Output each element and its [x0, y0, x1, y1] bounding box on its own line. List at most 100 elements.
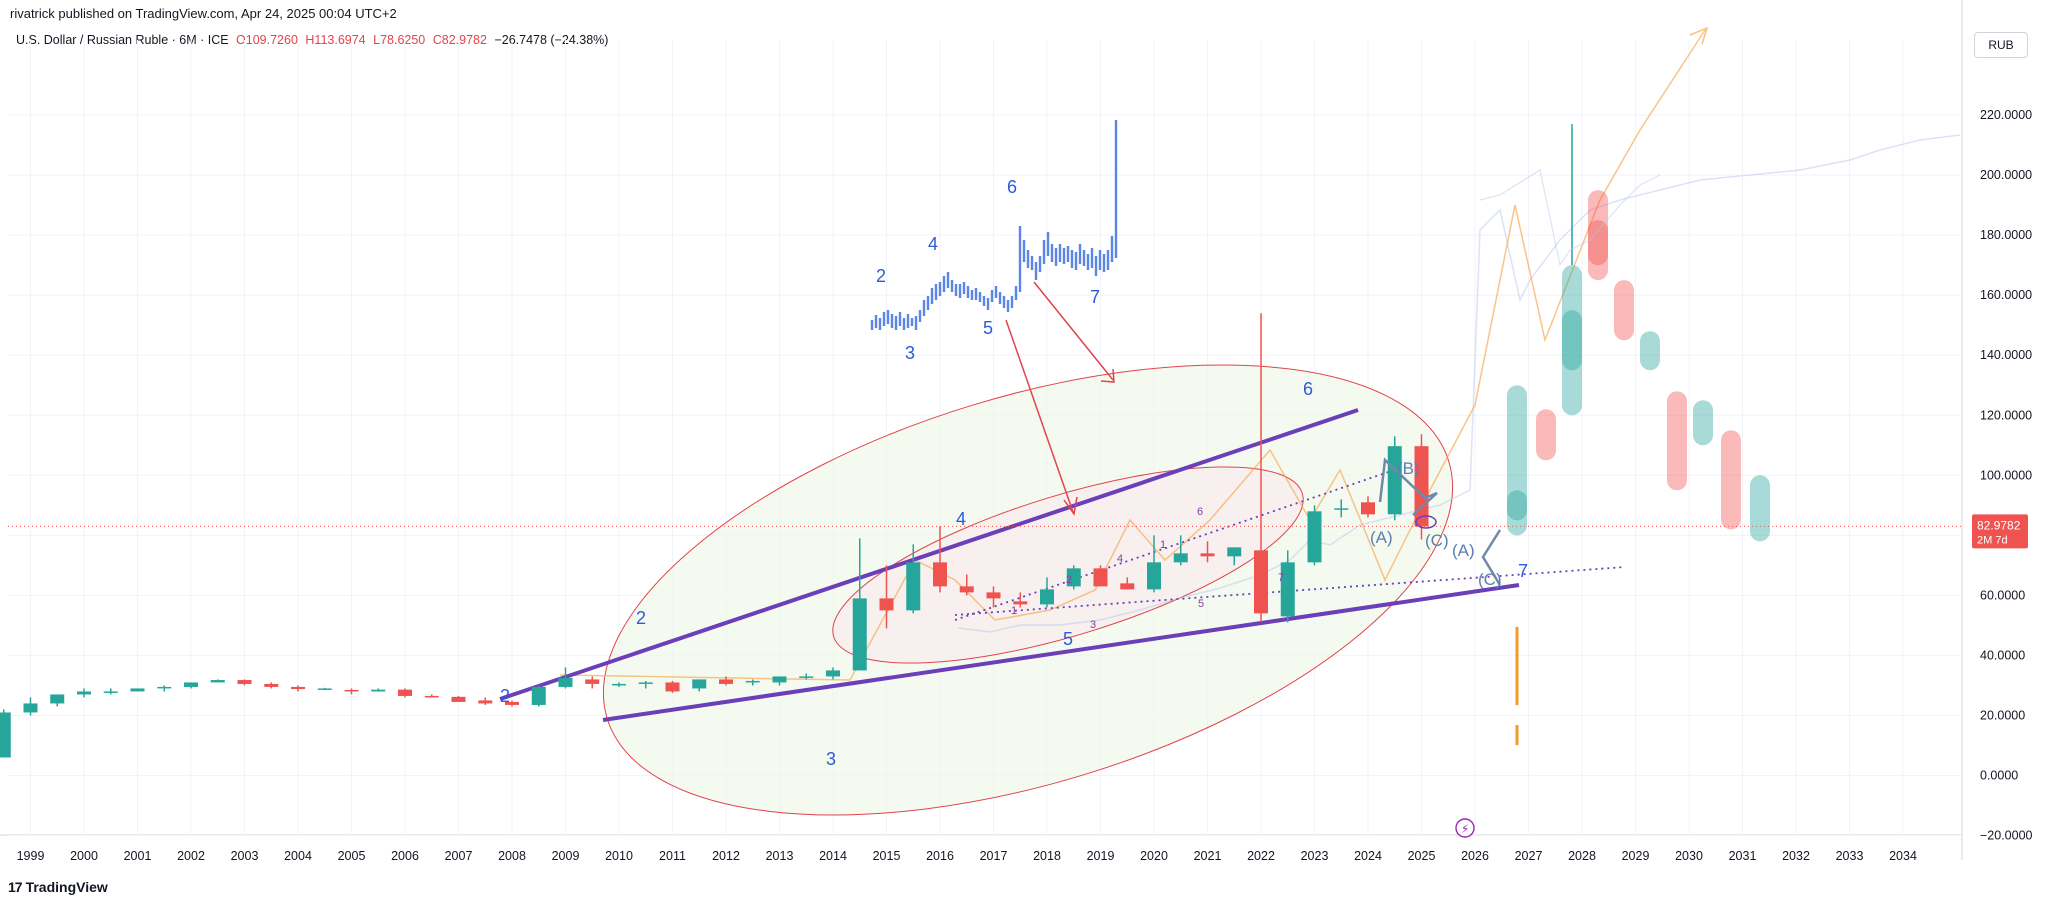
candle-body [77, 691, 91, 695]
time-tick-label: 2032 [1782, 849, 1810, 863]
candle-body [531, 686, 546, 705]
last-price-label: 82.9782 [1977, 518, 2021, 532]
price-tick-label: 180.0000 [1980, 228, 2032, 242]
candle [879, 565, 894, 629]
candle-body [1414, 446, 1429, 527]
time-tick-label: 2010 [605, 849, 633, 863]
candle [558, 667, 573, 689]
candle-body [1040, 589, 1054, 605]
candle [826, 667, 840, 680]
price-tick-label: 60.0000 [1980, 588, 2025, 602]
lower-trendline [602, 583, 1520, 722]
candle [1120, 577, 1135, 590]
time-tick-label: 1999 [17, 849, 45, 863]
last-price-tag: 82.9782 2M 7d [1972, 514, 2028, 549]
projected-candle [1640, 331, 1660, 371]
time-tick-label: 2023 [1301, 849, 1329, 863]
tradingview-logo[interactable]: 17 TradingView [8, 879, 108, 895]
time-tick-label: 2006 [391, 849, 419, 863]
candle [103, 688, 118, 695]
price-tick-label: 220.0000 [1980, 108, 2032, 122]
candle [505, 700, 519, 707]
arrow-line [1033, 281, 1114, 381]
candle-body [558, 677, 573, 687]
candle-body [719, 679, 733, 684]
symbol-name[interactable]: U.S. Dollar / Russian Ruble · 6M · ICE [16, 33, 229, 47]
annotations-back [8, 26, 1962, 816]
sub-wave-label: 7 [1278, 572, 1284, 584]
candle-body [478, 700, 493, 704]
candle-body [451, 696, 466, 702]
candle [1227, 547, 1242, 566]
candle-body [424, 695, 439, 698]
candle-body [1361, 502, 1375, 515]
candle-body [1334, 508, 1349, 510]
candle-body [692, 679, 707, 689]
projected-candle [1507, 385, 1527, 536]
candle [1066, 565, 1081, 590]
candle-body [1200, 553, 1215, 557]
time-tick-label: 2014 [819, 849, 847, 863]
wave-label: 6 [1007, 177, 1017, 197]
candle-body [986, 592, 1001, 599]
candle [184, 682, 198, 689]
tradingview-logo-icon: 17 [8, 879, 23, 895]
time-tick-label: 2007 [445, 849, 473, 863]
candle-body [157, 686, 172, 689]
candle-body [585, 679, 600, 684]
sub-wave-label: 3 [1090, 619, 1096, 631]
publish-info: rivatrick published on TradingView.com, … [10, 6, 397, 21]
wave-label: 2 [636, 608, 646, 628]
projected-candle [1588, 220, 1608, 281]
candle-body [184, 682, 198, 687]
candle-body [23, 703, 38, 713]
candle-body [959, 586, 974, 593]
time-tick-label: 2019 [1087, 849, 1115, 863]
wave-label: 6 [1303, 379, 1313, 399]
wave-label: 2 [500, 686, 510, 706]
candle [1414, 434, 1429, 540]
candle [1280, 550, 1295, 623]
wave-label: 5 [983, 318, 993, 338]
candle [50, 694, 65, 707]
candle [157, 685, 172, 692]
time-tick-label: 2018 [1033, 849, 1061, 863]
ghost-price-line [957, 134, 1961, 633]
sub-wave-label: 6 [1197, 506, 1203, 518]
time-tick-label: 2005 [338, 849, 366, 863]
price-tick-label: 140.0000 [1980, 348, 2032, 362]
candle [130, 688, 145, 692]
currency-button[interactable]: RUB [1974, 32, 2028, 58]
arrow-head [1100, 368, 1115, 383]
candle [371, 688, 386, 692]
sub-wave-label: 2 [1066, 574, 1072, 586]
candle-body [826, 670, 840, 677]
candle [585, 676, 600, 689]
candle [719, 676, 733, 686]
candle [344, 688, 359, 695]
upper-trendline [499, 408, 1359, 701]
candle [1334, 499, 1349, 518]
price-tick-label: 20.0000 [1980, 708, 2025, 722]
time-tick-label: 2027 [1515, 849, 1543, 863]
time-tick-label: 2004 [284, 849, 312, 863]
candle [317, 687, 332, 690]
projected-candle [1588, 190, 1608, 266]
candles [0, 124, 1770, 758]
candle [1147, 535, 1161, 593]
candle-body [50, 694, 65, 704]
projection-path [559, 29, 1706, 681]
change-value: −26.7478 (−24.38%) [494, 33, 609, 47]
projected-candle [1507, 490, 1527, 521]
dotted-lower-line [954, 566, 1626, 616]
candle-body [344, 689, 359, 692]
candle-body [612, 683, 626, 686]
candle [291, 685, 305, 692]
time-tick-label: 2011 [659, 849, 686, 863]
candle-body [638, 682, 653, 684]
candle-body [0, 712, 11, 758]
candle [1361, 496, 1375, 518]
candle [264, 682, 279, 689]
candle-body [103, 691, 118, 693]
